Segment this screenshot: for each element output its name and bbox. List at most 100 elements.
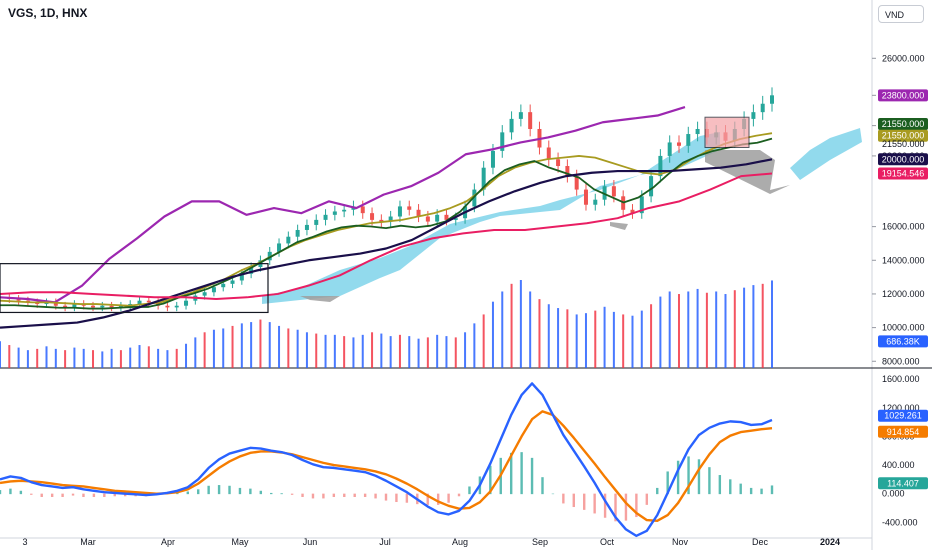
- price-tag-volume-bg: [878, 335, 928, 348]
- macd-hist-bar: [301, 493, 304, 497]
- macd-hist-bar: [572, 493, 575, 508]
- macd-hist-bar: [760, 488, 763, 495]
- ichimoku-cloud-future: [790, 128, 862, 180]
- y-tick-label: 12000.000: [882, 289, 925, 299]
- volume-bar: [92, 350, 95, 368]
- volume-bar: [129, 347, 132, 368]
- macd-hist-bar: [123, 493, 127, 497]
- volume-bar: [464, 332, 467, 368]
- candle-body: [146, 300, 151, 303]
- volume-bar: [212, 329, 215, 368]
- x-tick-label: May: [231, 537, 249, 547]
- price-tag-close: 23800.000: [882, 90, 925, 100]
- volume-bar: [557, 308, 560, 368]
- candle-body: [574, 176, 579, 190]
- volume-bar: [529, 291, 532, 368]
- volume-bar: [287, 328, 290, 368]
- candle-body: [676, 142, 681, 146]
- volume-bar: [426, 337, 429, 368]
- macd-hist-bar: [583, 493, 586, 510]
- range-box: [0, 263, 269, 314]
- candle-body: [379, 219, 384, 222]
- volume-bar: [594, 310, 597, 368]
- volume-bar: [612, 311, 615, 368]
- macd-hist-bar: [19, 490, 23, 495]
- currency-button[interactable]: VND: [878, 5, 924, 23]
- price-tag-kijun2: 20000.000: [882, 154, 925, 164]
- volume-bar: [324, 334, 327, 368]
- macd-hist-bar: [207, 485, 210, 495]
- volume-bar: [538, 299, 541, 368]
- candle-body: [695, 128, 700, 135]
- macd-hist-bar: [228, 485, 231, 495]
- volume-bar: [26, 350, 29, 368]
- macd-y-tick-label: 0.000: [882, 489, 905, 499]
- candle-body: [556, 159, 561, 167]
- candle-body: [137, 300, 142, 305]
- candle-body: [202, 292, 207, 296]
- volume-bar: [333, 334, 336, 368]
- volume-bar: [733, 290, 736, 368]
- volume-bar: [194, 337, 197, 368]
- volume-bar: [250, 322, 253, 368]
- volume-bar: [119, 350, 122, 368]
- macd-hist-bar: [332, 493, 336, 497]
- volume-bar: [222, 328, 225, 368]
- candle-body: [444, 214, 449, 220]
- volume-bar: [761, 283, 764, 368]
- volume-bar: [352, 337, 355, 368]
- volume-bar: [473, 323, 476, 368]
- candle-body: [239, 273, 244, 281]
- macd-hist-bar: [468, 486, 471, 495]
- macd-hist-bar: [405, 493, 409, 503]
- volume-bar: [361, 334, 364, 368]
- price-tag-tenkan-bg: [878, 117, 928, 130]
- macd-hist-bar: [103, 493, 106, 497]
- x-tick-label: Sep: [532, 537, 548, 547]
- price-tag-kijun: 21550.000: [882, 131, 925, 141]
- x-tick-label: Apr: [161, 537, 175, 547]
- volume-bar: [491, 301, 494, 368]
- candle-body: [63, 305, 68, 308]
- volume-bar: [45, 346, 48, 368]
- volume-bar: [631, 315, 634, 368]
- candle-body: [751, 112, 756, 119]
- macd-y-tick-label: -400.000: [882, 517, 918, 527]
- price-tag-kijun-bg: [878, 129, 928, 142]
- volume-bar: [752, 285, 755, 368]
- candle-body: [416, 209, 421, 217]
- macd-hist-bar: [593, 493, 596, 514]
- candle-body: [518, 112, 523, 119]
- x-tick-label: Jul: [379, 537, 391, 547]
- volume-bar: [240, 323, 243, 368]
- candle-body: [72, 304, 77, 308]
- ichimoku-cloud-up: [262, 132, 720, 304]
- volume-bar: [398, 334, 401, 368]
- volume-bar: [603, 306, 606, 368]
- volume-bar: [454, 337, 457, 368]
- price-tag-lag-bg: [878, 167, 928, 180]
- volume-bar: [482, 314, 485, 368]
- candle-body: [174, 305, 179, 308]
- macd-hist-bar: [770, 485, 774, 495]
- volume-bar: [138, 345, 141, 368]
- macd-hist-bar: [729, 479, 732, 495]
- volume-bar: [408, 336, 411, 368]
- candle-body: [304, 224, 309, 230]
- highlight-box: [704, 116, 750, 149]
- macd-hist-bar: [82, 493, 85, 497]
- macd-hist-bar: [40, 493, 43, 497]
- y-tick-label: 8000.000: [882, 356, 920, 366]
- kijun-fast-line: [0, 137, 773, 310]
- volume-bar: [668, 291, 671, 368]
- macd-hist-bar: [217, 485, 221, 495]
- volume-bar: [547, 304, 550, 368]
- macd-hist-bar: [113, 493, 116, 497]
- macd-hist-bar: [322, 493, 325, 499]
- macd-hist-bar: [395, 493, 398, 503]
- candle-body: [286, 236, 291, 244]
- candle-body: [490, 150, 495, 168]
- volume-bar: [584, 313, 587, 368]
- volume-bar: [343, 336, 346, 368]
